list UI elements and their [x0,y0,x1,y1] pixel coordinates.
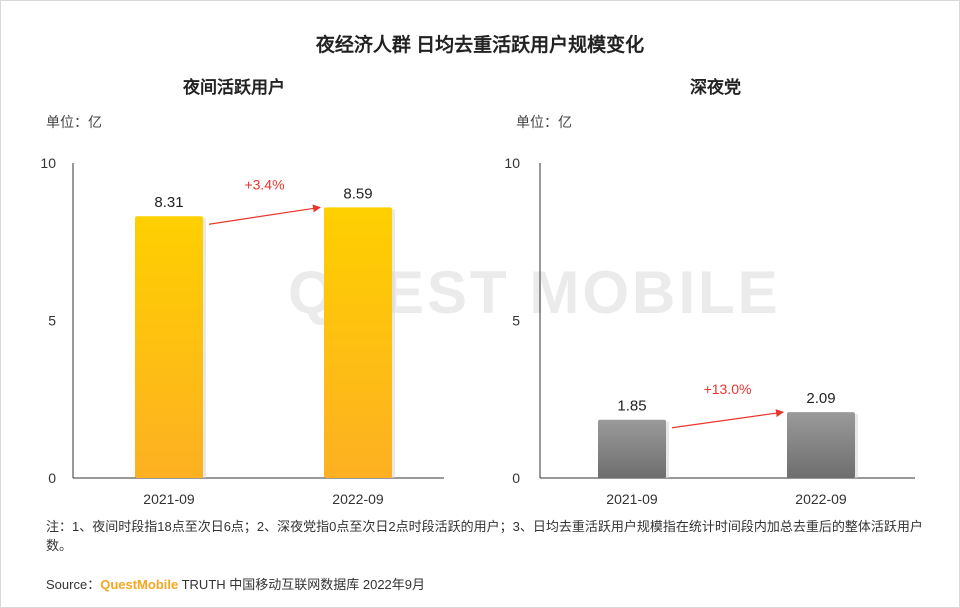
bar-2021-09 [135,216,203,479]
source-rest: TRUTH 中国移动互联网数据库 2022年9月 [178,577,426,592]
x-tick-label: 2022-09 [332,491,384,507]
bar-value-label: 2.09 [806,390,835,407]
y-tick-label: 5 [48,313,56,329]
y-tick-label: 0 [512,470,520,486]
growth-arrow [671,409,784,429]
right-unit-label: 单位：亿 [516,114,572,130]
bar-2022-09 [787,412,855,478]
growth-label: +13.0% [704,381,752,397]
bar-2021-09 [598,419,666,478]
source-prefix: Source： [46,577,101,592]
footnote: 注：1、夜间时段指18点至次日6点；2、深夜党指0点至次日2点时段活跃的用户；3… [46,519,923,553]
left-unit-label: 单位：亿 [46,114,102,130]
y-tick-label: 10 [504,155,520,171]
bar-value-label: 1.85 [617,398,646,415]
bar-value-label: 8.59 [343,185,372,202]
growth-arrow [208,204,321,225]
source-brand: QuestMobile [100,577,179,592]
y-tick-label: 5 [512,313,520,329]
x-tick-label: 2022-09 [795,491,847,507]
growth-label: +3.4% [244,176,284,192]
right-plot: 0 5 10 1.85 2021-09 2.09 2022-09 +13.0% [504,155,915,507]
y-tick-label: 10 [40,155,56,171]
main-title: 夜经济人群 日均去重活跃用户规模变化 [315,35,645,56]
y-tick-label: 0 [48,470,56,486]
bar-value-label: 8.31 [154,194,183,211]
x-tick-label: 2021-09 [606,491,658,507]
x-tick-label: 2021-09 [143,491,195,507]
left-plot: 0 5 10 8.31 2021-09 8.59 2022-09 +3.4% [40,155,444,507]
left-chart-title: 夜间活跃用户 [183,78,285,97]
right-chart-title: 深夜党 [690,78,741,97]
source-line: Source：QuestMobile TRUTH 中国移动互联网数据库 2022… [46,574,425,593]
bar-2022-09 [324,207,392,479]
